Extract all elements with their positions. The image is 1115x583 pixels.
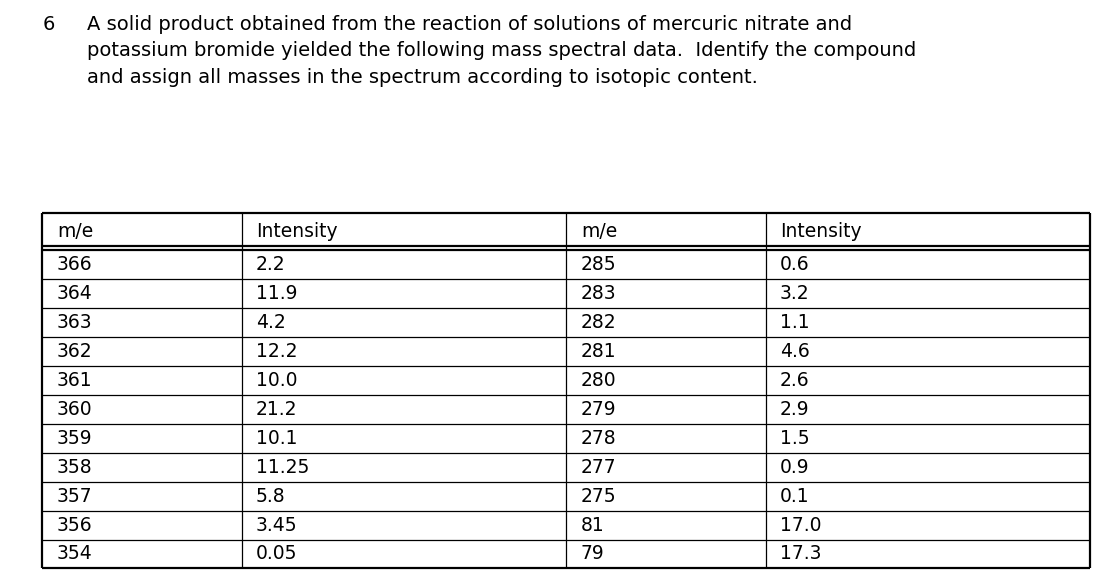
Text: 5.8: 5.8 — [256, 487, 285, 505]
Text: 4.2: 4.2 — [256, 313, 285, 332]
Text: 1.1: 1.1 — [780, 313, 809, 332]
Text: 277: 277 — [581, 458, 617, 477]
Text: 275: 275 — [581, 487, 617, 505]
Text: 2.6: 2.6 — [780, 371, 809, 390]
Text: 279: 279 — [581, 400, 617, 419]
Text: 0.05: 0.05 — [256, 545, 298, 563]
Text: 21.2: 21.2 — [256, 400, 298, 419]
Text: Intensity: Intensity — [256, 222, 338, 241]
Text: 17.0: 17.0 — [780, 515, 822, 535]
Text: 0.9: 0.9 — [780, 458, 809, 477]
Text: 364: 364 — [57, 285, 93, 303]
Text: 11.25: 11.25 — [256, 458, 309, 477]
Text: 10.0: 10.0 — [256, 371, 298, 390]
Text: 0.1: 0.1 — [780, 487, 809, 505]
Text: 285: 285 — [581, 255, 617, 275]
Text: 360: 360 — [57, 400, 93, 419]
Text: 3.2: 3.2 — [780, 285, 809, 303]
Text: 6: 6 — [42, 15, 55, 34]
Text: 2.9: 2.9 — [780, 400, 809, 419]
Text: 356: 356 — [57, 515, 93, 535]
Text: 3.45: 3.45 — [256, 515, 298, 535]
Text: 0.6: 0.6 — [780, 255, 809, 275]
Text: 278: 278 — [581, 429, 617, 448]
Text: Intensity: Intensity — [780, 222, 862, 241]
Text: 366: 366 — [57, 255, 93, 275]
Text: 363: 363 — [57, 313, 93, 332]
Text: 280: 280 — [581, 371, 617, 390]
Text: 79: 79 — [581, 545, 604, 563]
Text: m/e: m/e — [57, 222, 94, 241]
Text: 283: 283 — [581, 285, 617, 303]
Text: 282: 282 — [581, 313, 617, 332]
Text: 1.5: 1.5 — [780, 429, 809, 448]
Text: 81: 81 — [581, 515, 604, 535]
Text: 12.2: 12.2 — [256, 342, 298, 361]
Text: 10.1: 10.1 — [256, 429, 298, 448]
Text: 4.6: 4.6 — [780, 342, 809, 361]
Text: 11.9: 11.9 — [256, 285, 298, 303]
Text: 2.2: 2.2 — [256, 255, 285, 275]
Text: 17.3: 17.3 — [780, 545, 822, 563]
Text: 358: 358 — [57, 458, 93, 477]
Text: 361: 361 — [57, 371, 93, 390]
Text: 281: 281 — [581, 342, 617, 361]
Text: 359: 359 — [57, 429, 93, 448]
Text: A solid product obtained from the reaction of solutions of mercuric nitrate and
: A solid product obtained from the reacti… — [87, 15, 917, 86]
Text: 357: 357 — [57, 487, 93, 505]
Text: 362: 362 — [57, 342, 93, 361]
Text: 354: 354 — [57, 545, 93, 563]
Text: m/e: m/e — [581, 222, 618, 241]
